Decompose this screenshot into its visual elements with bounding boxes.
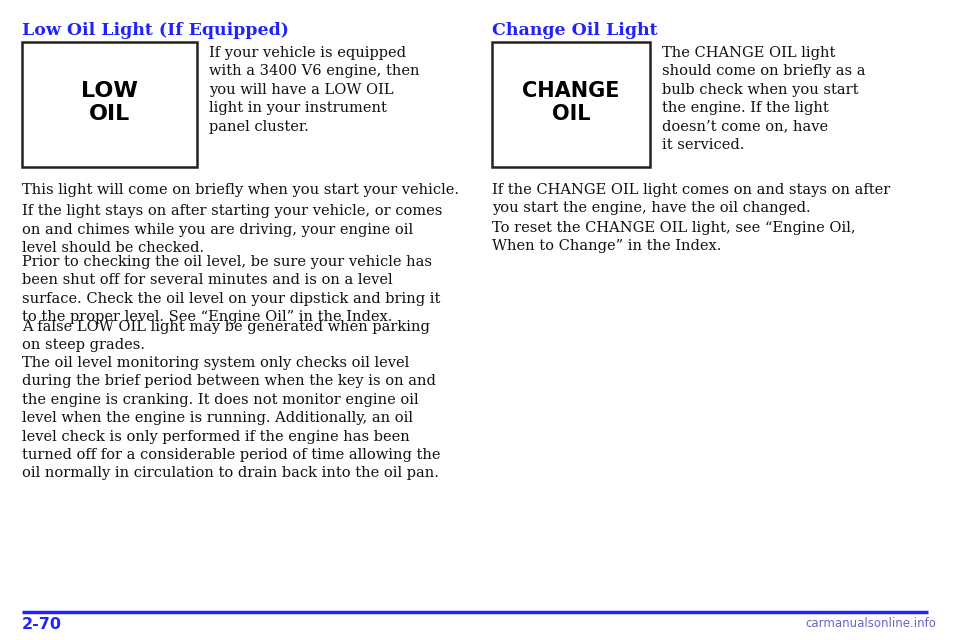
Text: The CHANGE OIL light
should come on briefly as a
bulb check when you start
the e: The CHANGE OIL light should come on brie… — [662, 46, 866, 152]
Text: Prior to checking the oil level, be sure your vehicle has
been shut off for seve: Prior to checking the oil level, be sure… — [22, 255, 441, 324]
Bar — [22, 42, 197, 167]
Bar — [492, 42, 650, 167]
Text: LOW
OIL: LOW OIL — [81, 81, 138, 124]
Text: 2-70: 2-70 — [22, 617, 62, 632]
Text: If your vehicle is equipped
with a 3400 V6 engine, then
you will have a LOW OIL
: If your vehicle is equipped with a 3400 … — [209, 46, 420, 134]
Text: Change Oil Light: Change Oil Light — [492, 22, 658, 39]
Text: To reset the CHANGE OIL light, see “Engine Oil,
When to Change” in the Index.: To reset the CHANGE OIL light, see “Engi… — [492, 221, 855, 253]
Text: CHANGE
OIL: CHANGE OIL — [522, 81, 620, 124]
Text: If the CHANGE OIL light comes on and stays on after
you start the engine, have t: If the CHANGE OIL light comes on and sta… — [492, 183, 890, 216]
Text: A false LOW OIL light may be generated when parking
on steep grades.: A false LOW OIL light may be generated w… — [22, 320, 430, 353]
Text: If the light stays on after starting your vehicle, or comes
on and chimes while : If the light stays on after starting you… — [22, 205, 443, 255]
Text: The oil level monitoring system only checks oil level
during the brief period be: The oil level monitoring system only che… — [22, 356, 441, 481]
Text: carmanualsonline.info: carmanualsonline.info — [805, 617, 936, 630]
Text: Low Oil Light (If Equipped): Low Oil Light (If Equipped) — [22, 22, 289, 39]
Text: This light will come on briefly when you start your vehicle.: This light will come on briefly when you… — [22, 183, 459, 197]
